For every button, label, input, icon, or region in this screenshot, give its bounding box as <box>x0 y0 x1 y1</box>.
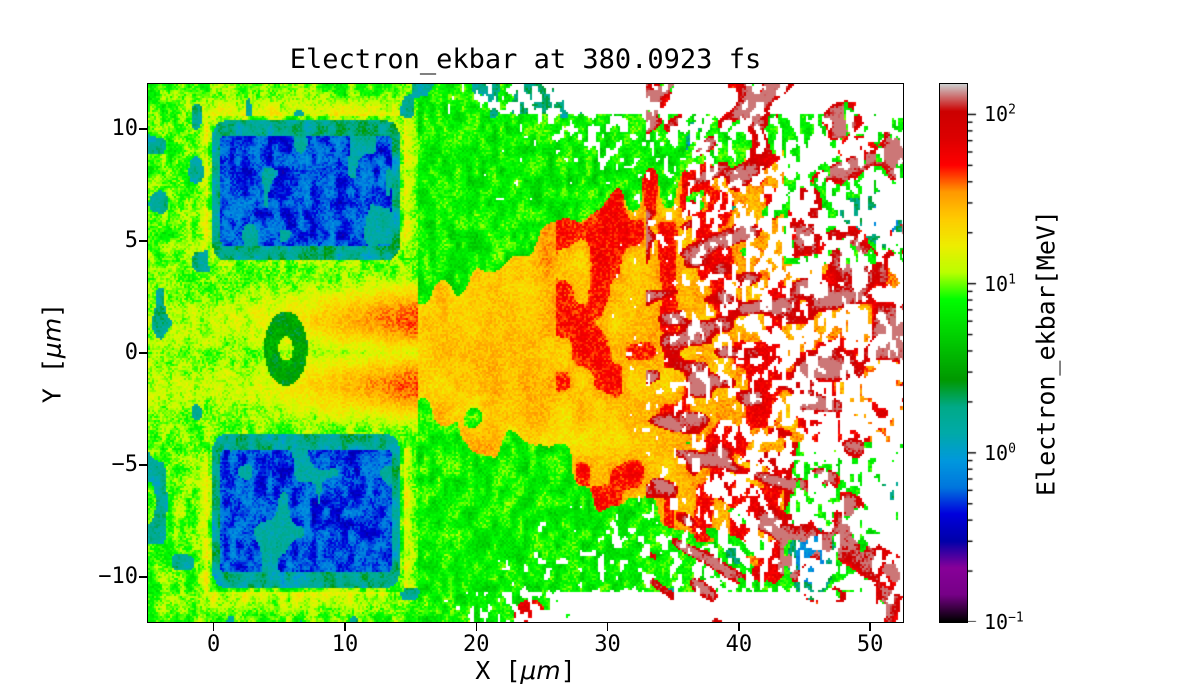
x-tick-mark <box>738 623 740 631</box>
x-tick-mark <box>212 623 215 631</box>
x-axis-label: X [μm] <box>148 656 903 685</box>
y-axis-label-suffix: ] <box>37 302 67 318</box>
y-tick-mark <box>139 128 147 130</box>
x-axis-unit: μm <box>520 656 561 685</box>
y-tick-mark <box>139 352 147 354</box>
y-tick-mark <box>139 576 147 578</box>
x-tick-mark <box>475 623 477 631</box>
colorbar-tick-label: 101 <box>984 271 1016 296</box>
colorbar-label: Electron_ekbar[MeV] <box>1031 210 1061 496</box>
y-axis-label: Y [μm] <box>38 303 67 403</box>
y-tick-label: −10 <box>98 564 138 590</box>
x-tick-mark <box>869 623 871 631</box>
x-tick-label: 20 <box>463 632 490 657</box>
colorbar-tick-label: 100 <box>984 440 1016 465</box>
y-axis-unit: μm <box>37 317 67 359</box>
y-tick-label: 10 <box>111 115 139 141</box>
y-tick-mark <box>139 464 147 466</box>
heatmap-canvas <box>147 83 904 623</box>
colorbar-tick-label: 102 <box>984 102 1016 127</box>
x-tick-label: 10 <box>331 632 359 657</box>
y-tick-mark <box>139 240 147 242</box>
x-tick-mark <box>344 623 346 631</box>
y-tick-label: 5 <box>124 227 138 253</box>
x-tick-label: 40 <box>725 632 753 657</box>
x-axis-label-suffix: ] <box>560 656 576 685</box>
y-tick-label: 0 <box>124 340 138 365</box>
x-tick-label: 0 <box>207 632 221 657</box>
colorbar-canvas <box>939 83 968 623</box>
y-tick-label: −5 <box>111 452 139 478</box>
x-axis-label-prefix: X [ <box>475 656 521 685</box>
chart-title: Electron_ekbar at 380.0923 fs <box>289 44 762 75</box>
colorbar-ticks-canvas <box>968 84 980 622</box>
colorbar-tick-label: 10−1 <box>984 610 1024 634</box>
x-tick-label: 30 <box>594 632 621 657</box>
x-tick-mark <box>606 623 609 631</box>
x-tick-label: 50 <box>856 632 884 657</box>
y-axis-label-prefix: Y [ <box>37 358 67 404</box>
